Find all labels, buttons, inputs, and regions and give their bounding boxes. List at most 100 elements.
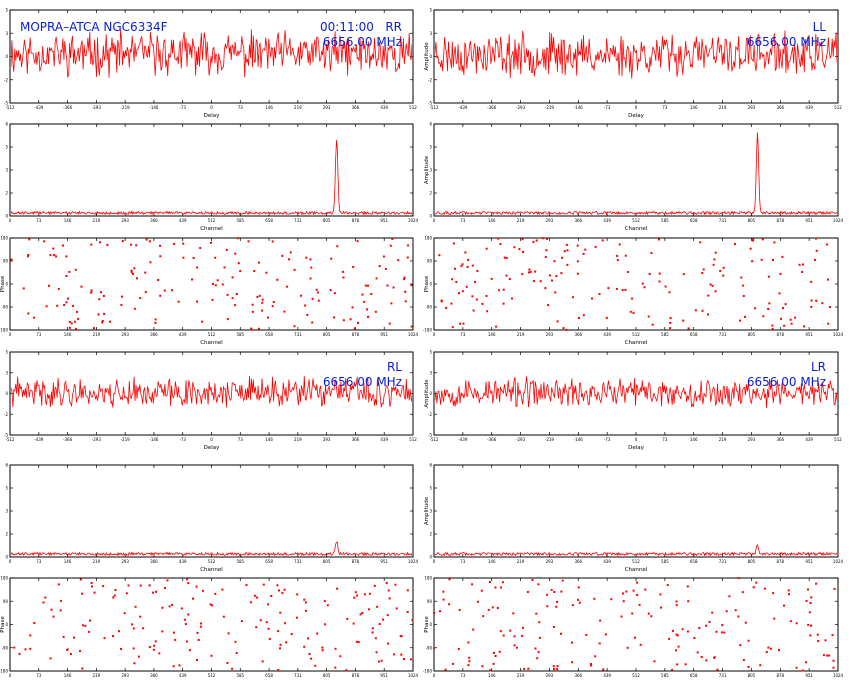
data-point: [560, 590, 563, 593]
data-point: [267, 603, 270, 606]
x-tick-label: 0: [9, 218, 12, 223]
data-point: [382, 618, 384, 621]
data-point: [326, 604, 329, 607]
data-point: [286, 285, 289, 288]
data-point: [59, 599, 62, 602]
x-tick-label: 439: [603, 673, 611, 678]
data-point: [571, 641, 573, 644]
data-point: [529, 270, 532, 273]
data-point: [466, 266, 469, 268]
data-point: [361, 612, 364, 614]
x-tick-label: 0: [433, 332, 436, 337]
data-point: [253, 594, 256, 597]
data-point: [81, 624, 84, 627]
data-point: [556, 668, 559, 671]
data-point: [807, 588, 809, 591]
x-tick-label: 0: [635, 105, 638, 110]
x-tick-label: 585: [661, 218, 669, 223]
x-tick-label: 219: [517, 218, 525, 223]
data-point: [666, 584, 669, 586]
x-tick-label: -293: [92, 437, 102, 442]
data-point: [780, 317, 782, 320]
data-point: [384, 267, 387, 270]
data-point: [711, 611, 714, 614]
y-tick-label: -5: [428, 433, 432, 438]
data-point: [387, 642, 390, 645]
y-tick-label: -5: [4, 101, 8, 106]
data-point: [120, 303, 123, 306]
data-point: [389, 244, 392, 247]
y-tick-label: 0: [429, 54, 432, 59]
data-point: [279, 647, 281, 650]
data-point: [439, 610, 441, 613]
data-point: [696, 651, 699, 654]
data-point: [378, 265, 381, 268]
data-point: [781, 255, 784, 258]
x-axis-label: Delay: [204, 113, 221, 119]
y-tick-label: 90: [427, 259, 433, 264]
data-point: [499, 586, 502, 589]
y-tick-label: -180: [0, 669, 8, 674]
data-point: [643, 286, 646, 289]
data-point: [515, 646, 518, 649]
data-point: [715, 630, 718, 633]
data-point: [461, 290, 464, 293]
time-label: 00:11:00: [320, 20, 374, 34]
data-point: [148, 584, 151, 587]
data-point: [131, 623, 134, 626]
data-point: [734, 609, 737, 612]
data-point: [402, 658, 405, 660]
data-point: [607, 287, 610, 290]
data-point: [521, 238, 524, 241]
data-point: [467, 664, 470, 667]
x-tick-label: 805: [323, 559, 331, 564]
data-point: [542, 237, 545, 240]
data-point: [68, 320, 71, 323]
plot-frame-rl_phase: [9, 577, 414, 672]
data-point: [719, 269, 722, 272]
x-tick-label: 731: [719, 673, 727, 678]
data-point: [702, 268, 705, 271]
data-point: [159, 255, 162, 258]
data-point: [616, 259, 619, 262]
x-tick-label: 219: [517, 559, 525, 564]
data-point: [26, 255, 29, 258]
data-point: [290, 633, 293, 636]
data-point: [721, 624, 724, 627]
data-point: [257, 327, 260, 330]
data-point: [442, 598, 445, 601]
x-tick-label: 658: [265, 559, 273, 564]
data-point: [476, 270, 479, 272]
data-point: [281, 254, 284, 257]
x-tick-label: -293: [92, 105, 102, 110]
data-point: [90, 291, 93, 294]
data-point: [161, 630, 164, 633]
data-point: [537, 651, 540, 654]
y-tick-label: 90: [427, 599, 433, 604]
data-point: [720, 631, 723, 634]
data-point: [810, 596, 813, 599]
data-point: [467, 641, 470, 644]
data-point: [707, 294, 710, 297]
data-point: [106, 243, 109, 246]
data-point: [526, 591, 529, 593]
data-point: [314, 664, 317, 667]
data-point: [571, 296, 574, 299]
x-tick-label: 512: [632, 218, 640, 223]
data-point: [308, 653, 311, 655]
data-point: [518, 248, 521, 251]
y-tick-label: 0: [5, 54, 8, 59]
data-point: [385, 582, 388, 584]
x-tick-label: 512: [632, 332, 640, 337]
y-tick-label: 3: [429, 168, 432, 173]
data-point: [371, 627, 374, 630]
data-point: [763, 587, 766, 590]
data-point: [97, 313, 100, 316]
data-point: [712, 263, 715, 266]
y-tick-label: 3: [5, 370, 8, 375]
data-point: [485, 295, 488, 297]
y-tick-label: 6: [429, 463, 432, 468]
data-point: [832, 666, 835, 669]
data-point: [197, 639, 200, 641]
data-point: [240, 620, 243, 623]
